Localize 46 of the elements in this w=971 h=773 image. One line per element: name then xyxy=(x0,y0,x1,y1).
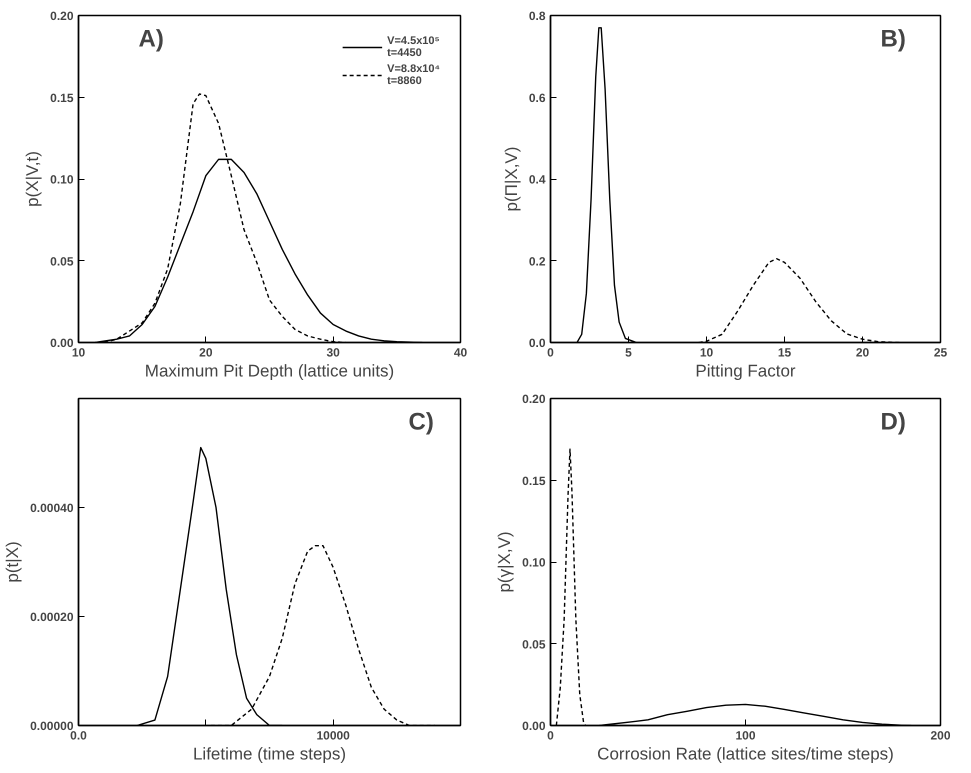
x-tick-label: 5 xyxy=(625,346,632,360)
x-tick-label: 40 xyxy=(454,346,468,360)
y-axis-title: p(γ|X,V) xyxy=(495,531,514,593)
x-tick-label: 100 xyxy=(735,728,756,742)
x-tick-label: 20 xyxy=(199,346,213,360)
y-tick-label: 0.0 xyxy=(528,336,546,350)
annotation: A) xyxy=(138,26,164,52)
x-tick-label: 15 xyxy=(778,346,792,360)
x-axis-title: Pitting Factor xyxy=(695,362,796,380)
x-tick-label: 200 xyxy=(930,728,951,742)
x-tick-label: 0 xyxy=(547,346,554,360)
y-tick-label: 0.00 xyxy=(522,719,546,733)
x-tick-label: 10 xyxy=(700,346,714,360)
legend-label: V=8.8x10⁴ t=8860 xyxy=(387,63,440,87)
y-tick-label: 0.2 xyxy=(528,254,546,268)
x-tick-label: 30 xyxy=(326,346,340,360)
x-tick-label: 20 xyxy=(856,346,870,360)
annotation: B) xyxy=(880,26,906,52)
x-axis-title: Lifetime (time steps) xyxy=(192,744,346,764)
y-tick-label: 0.20 xyxy=(522,392,546,406)
y-tick-label: 0.00 xyxy=(50,336,74,350)
x-axis-title: Maximum Pit Depth (lattice units) xyxy=(144,362,394,380)
y-tick-label: 0.05 xyxy=(50,254,74,268)
y-axis-title: p(Π|X,V) xyxy=(502,146,521,212)
x-tick-label: 25 xyxy=(934,346,948,360)
x-tick-label: 10000 xyxy=(316,728,350,742)
annotation: C) xyxy=(408,408,434,436)
y-axis-title: p(X|V,t) xyxy=(23,151,42,207)
annotation: D) xyxy=(880,408,906,436)
x-tick-label: 0.0 xyxy=(70,728,88,742)
y-tick-label: 0.10 xyxy=(50,172,74,186)
y-tick-label: 0.20 xyxy=(50,9,74,23)
x-tick-label: 0 xyxy=(547,728,554,742)
y-tick-label: 0.10 xyxy=(522,556,546,570)
legend-label: V=4.5x10⁵ t=4450 xyxy=(387,35,440,59)
y-tick-label: 0.4 xyxy=(528,172,546,186)
y-tick-label: 0.6 xyxy=(528,90,546,105)
y-tick-label: 0.15 xyxy=(522,474,546,488)
y-tick-label: 0.00020 xyxy=(30,610,74,624)
y-tick-label: 0.8 xyxy=(528,9,546,23)
y-tick-label: 0.15 xyxy=(50,90,74,105)
y-axis-title: p(t|X) xyxy=(3,541,22,583)
x-axis-title: Corrosion Rate (lattice sites/time steps) xyxy=(597,744,894,764)
x-tick-label: 10 xyxy=(72,346,86,360)
y-tick-label: 0.05 xyxy=(522,637,546,652)
y-tick-label: 0.00040 xyxy=(30,501,74,515)
